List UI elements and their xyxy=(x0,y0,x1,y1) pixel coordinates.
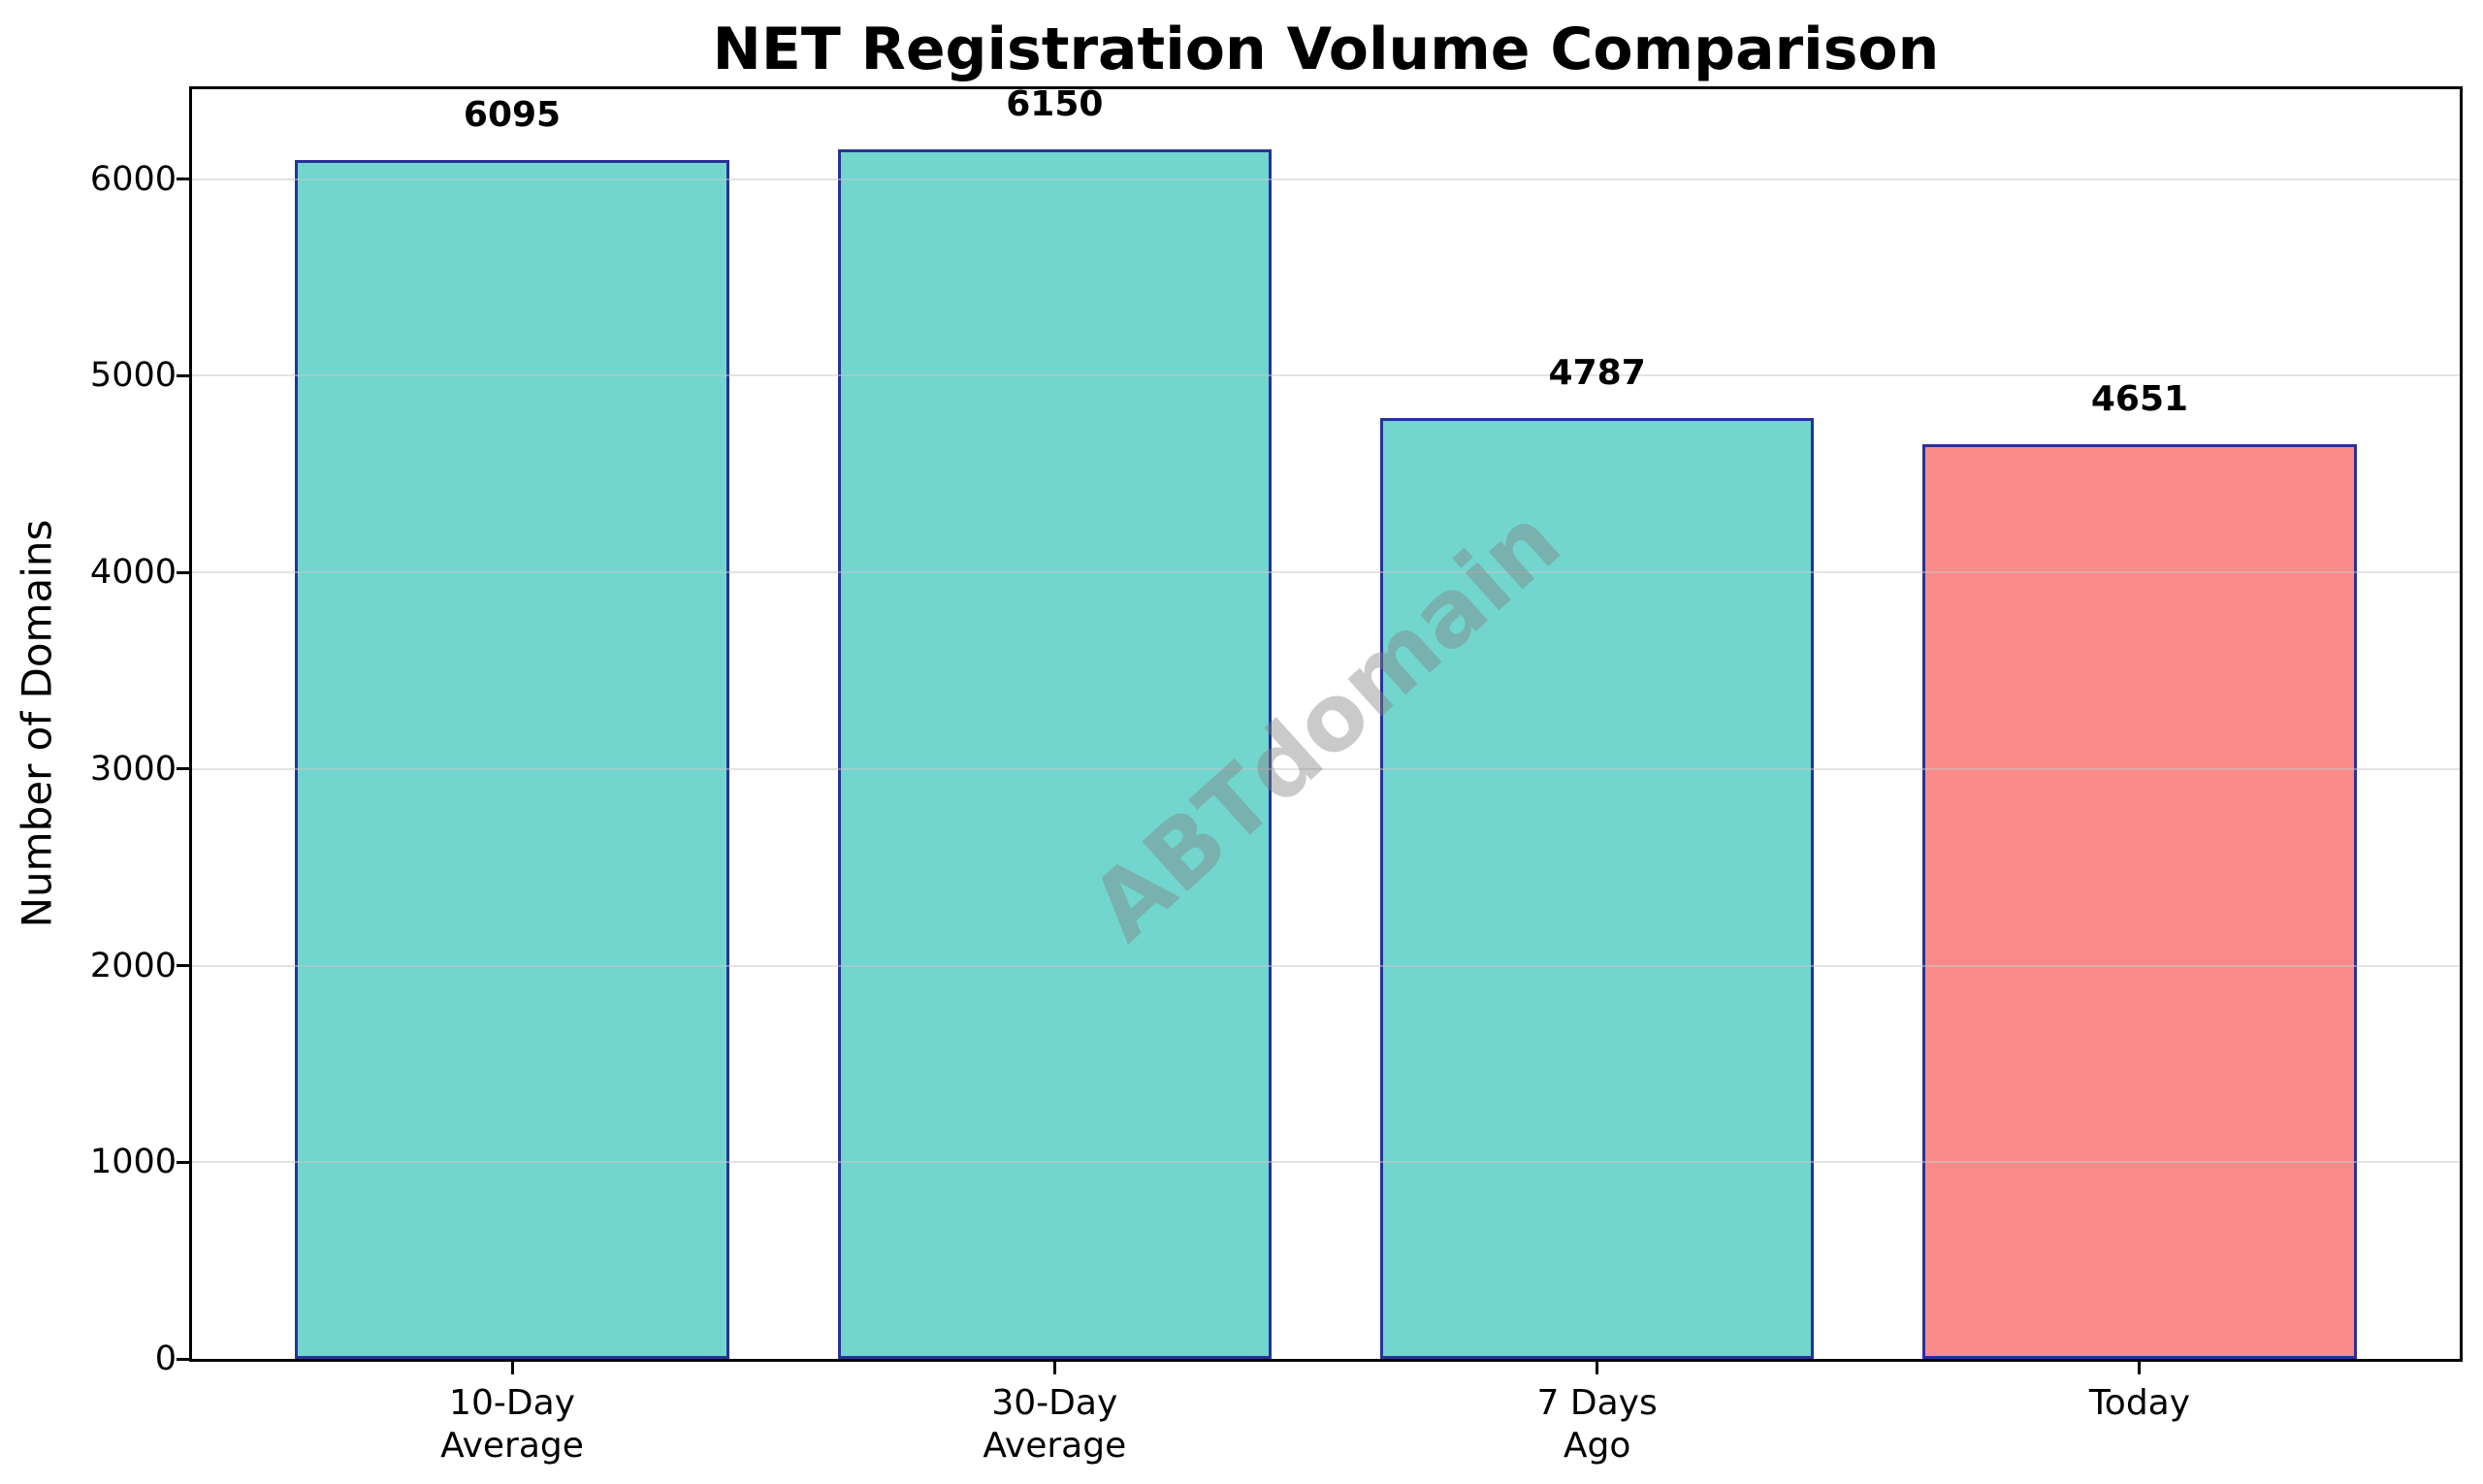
y-tick-label-4000: 4000 xyxy=(89,553,177,593)
x-tick-mark-3 xyxy=(2138,1362,2142,1374)
y-tick-mark-3000 xyxy=(177,767,189,771)
y-tick-label-5000: 5000 xyxy=(89,356,177,396)
y-tick-mark-5000 xyxy=(177,373,189,377)
y-tick-mark-6000 xyxy=(177,177,189,181)
y-tick-label-6000: 6000 xyxy=(89,159,177,199)
bar-value-label-1: 6150 xyxy=(1006,84,1104,125)
bar-value-label-0: 6095 xyxy=(463,95,562,136)
y-tick-label-0: 0 xyxy=(154,1339,177,1378)
y-tick-mark-0 xyxy=(177,1357,189,1361)
bar-0 xyxy=(295,160,729,1359)
y-tick-mark-1000 xyxy=(177,1160,189,1164)
bar-value-label-2: 4787 xyxy=(1548,352,1646,393)
x-tick-label-3: Today xyxy=(2088,1383,2191,1423)
bar-3 xyxy=(1922,444,2357,1359)
x-tick-mark-0 xyxy=(510,1362,514,1374)
bar-value-label-3: 4651 xyxy=(2090,379,2189,420)
plot-area: ABTdomain 0 1000 2000 3000 4000 5000 6000 6095 1… xyxy=(90,84,2463,1466)
y-tick-label-1000: 1000 xyxy=(89,1143,177,1182)
y-tick-mark-2000 xyxy=(177,964,189,968)
y-tick-mark-4000 xyxy=(177,570,189,574)
chart-title: NET Registration Volume Comparison xyxy=(712,16,1940,83)
y-tick-label-3000: 3000 xyxy=(89,749,177,789)
bar-1 xyxy=(837,149,1273,1359)
x-tick-mark-1 xyxy=(1052,1362,1056,1374)
x-tick-label-2: 7 Days Ago xyxy=(1536,1383,1658,1466)
x-tick-label-0: 10-Day Average xyxy=(440,1383,584,1466)
x-tick-mark-2 xyxy=(1596,1362,1599,1374)
y-tick-label-2000: 2000 xyxy=(89,946,177,985)
bar-2 xyxy=(1379,417,1815,1359)
x-tick-label-1: 30-Day Average xyxy=(983,1383,1127,1466)
